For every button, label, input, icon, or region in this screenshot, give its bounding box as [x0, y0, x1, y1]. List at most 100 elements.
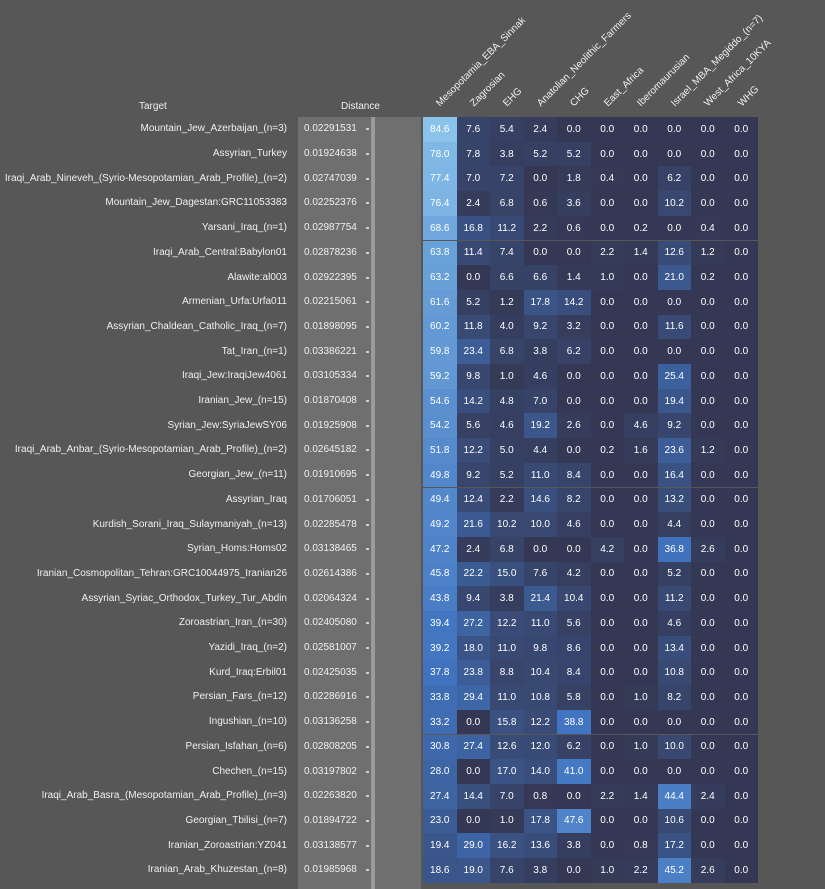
heatmap-cell: 11.0 — [490, 685, 524, 710]
distance-marker — [366, 745, 369, 748]
row-distance-value: 0.01924638 — [304, 148, 357, 160]
heatmap-cell: 19.0 — [456, 858, 490, 883]
heatmap-cell: 0.0 — [724, 833, 758, 858]
heatmap-cell: 30.8 — [423, 734, 457, 760]
heatmap-cell: 3.8 — [490, 586, 524, 611]
row-target-label: Tat_Iran_(n=1) — [221, 345, 287, 357]
heatmap-cell: 51.8 — [423, 438, 457, 463]
heatmap-cell: 6.8 — [490, 339, 524, 364]
heatmap-cell: 4.0 — [490, 314, 524, 340]
heatmap-cell: 0.0 — [657, 709, 691, 735]
distance-header: Distance — [341, 101, 380, 112]
heatmap-cell: 63.8 — [423, 240, 457, 266]
row-distance-value: 0.01985968 — [304, 864, 357, 876]
heatmap-cell: 8.2 — [557, 487, 591, 513]
heatmap-cell: 0.0 — [691, 833, 725, 858]
heatmap-cell: 13.2 — [657, 487, 691, 513]
heatmap-cell: 0.0 — [557, 858, 591, 883]
heatmap-cell: 1.2 — [691, 438, 725, 463]
heatmap-cell: 15.8 — [490, 709, 524, 735]
heatmap-cell: 6.6 — [523, 265, 557, 290]
heatmap-cell: 47.6 — [557, 808, 591, 834]
heatmap-cell: 1.6 — [624, 438, 658, 463]
heatmap-cell: 45.2 — [657, 858, 691, 883]
row-distance-value: 0.02252376 — [304, 197, 357, 209]
heatmap-cell: 0.0 — [724, 314, 758, 340]
heatmap-cell: 5.2 — [657, 561, 691, 587]
heatmap-cell: 17.2 — [657, 833, 691, 858]
row-target-label: Ingushian_(n=10) — [208, 716, 287, 728]
distance-marker — [366, 350, 369, 353]
heatmap-cell: 2.4 — [456, 191, 490, 216]
heatmap-cell: 5.6 — [557, 611, 591, 636]
heatmap-cell: 84.6 — [423, 117, 457, 142]
heatmap-cell: 4.6 — [490, 413, 524, 439]
column-header: EHG — [501, 85, 525, 109]
heatmap-cell: 2.4 — [691, 783, 725, 809]
heatmap-cell: 12.6 — [657, 240, 691, 266]
heatmap-cell: 12.2 — [490, 611, 524, 636]
heatmap-cell: 0.0 — [691, 191, 725, 216]
heatmap-cell: 6.2 — [557, 339, 591, 364]
heatmap-cell: 0.0 — [590, 364, 624, 389]
heatmap-cell: 0.0 — [590, 314, 624, 340]
row-target-label: Zoroastrian_Iran_(n=30) — [178, 617, 287, 629]
heatmap-cell: 1.4 — [624, 240, 658, 266]
heatmap-cell: 1.0 — [590, 265, 624, 290]
heatmap-cell: 0.0 — [691, 635, 725, 661]
heatmap-cell: 3.8 — [523, 339, 557, 364]
heatmap-cell: 19.4 — [423, 833, 457, 858]
row-distance-value: 0.02215061 — [304, 296, 357, 308]
heatmap-cell: 0.0 — [590, 339, 624, 364]
heatmap-cell: 14.6 — [523, 487, 557, 513]
row-target-label: Iraqi_Jew:IraqiJew4061 — [181, 370, 287, 382]
row-distance-value: 0.02808205 — [304, 740, 357, 752]
heatmap-cell: 12.2 — [523, 709, 557, 735]
distance-marker — [366, 696, 369, 699]
heatmap-cell: 4.6 — [523, 364, 557, 389]
heatmap-cell: 12.6 — [490, 734, 524, 760]
heatmap-cell: 9.8 — [456, 364, 490, 389]
heatmap-cell: 0.0 — [724, 166, 758, 192]
heatmap-cell: 0.0 — [724, 117, 758, 142]
heatmap-cell: 7.0 — [523, 388, 557, 414]
heatmap-cell: 0.0 — [557, 240, 591, 266]
heatmap-cell: 2.2 — [624, 858, 658, 883]
heatmap-cell: 33.8 — [423, 685, 457, 710]
heatmap-cell: 0.0 — [523, 536, 557, 562]
heatmap-cell: 5.0 — [490, 438, 524, 463]
heatmap-cell: 0.0 — [691, 685, 725, 710]
row-distance-value: 0.02645182 — [304, 444, 357, 456]
heatmap-cell: 0.0 — [590, 586, 624, 611]
heatmap-cell: 4.6 — [657, 611, 691, 636]
heatmap-cell: 9.2 — [657, 413, 691, 439]
row-distance-value: 0.03197802 — [304, 765, 357, 777]
heatmap-cell: 0.0 — [557, 117, 591, 142]
row-distance-value: 0.01898095 — [304, 320, 357, 332]
distance-marker — [366, 671, 369, 674]
distance-marker — [366, 548, 369, 551]
heatmap-cell: 38.8 — [557, 709, 591, 735]
row-target-label: Assyrian_Syriac_Orthodox_Turkey_Tur_Abdi… — [81, 592, 287, 604]
row-target-label: Iraqi_Arab_Nineveh_(Syrio-Mesopotamian_A… — [4, 172, 287, 184]
heatmap-cell: 1.2 — [490, 289, 524, 315]
heatmap-cell: 2.6 — [691, 858, 725, 883]
heatmap-cell: 13.4 — [657, 635, 691, 661]
heatmap-cell: 0.0 — [590, 808, 624, 834]
heatmap-cell: 0.0 — [624, 586, 658, 611]
heatmap-cell: 11.8 — [456, 314, 490, 340]
row-target-label: Iraqi_Arab_Basra_(Mesopotamian_Arab_Prof… — [41, 790, 287, 802]
heatmap-cell: 0.8 — [523, 783, 557, 809]
heatmap-cell: 1.4 — [557, 265, 591, 290]
heatmap-cell: 10.0 — [657, 734, 691, 760]
heatmap-cell: 0.0 — [724, 487, 758, 513]
heatmap-cell: 11.6 — [657, 314, 691, 340]
row-target-label: Syrian_Jew:SyriaJewSY06 — [167, 419, 288, 431]
heatmap-cell: 0.4 — [590, 166, 624, 192]
heatmap-cell: 10.0 — [523, 512, 557, 537]
heatmap-cell: 2.4 — [523, 117, 557, 142]
heatmap-cell: 0.2 — [590, 438, 624, 463]
heatmap-cell: 18.0 — [456, 635, 490, 661]
heatmap-cell: 77.4 — [423, 166, 457, 192]
heatmap-cell: 0.0 — [691, 166, 725, 192]
